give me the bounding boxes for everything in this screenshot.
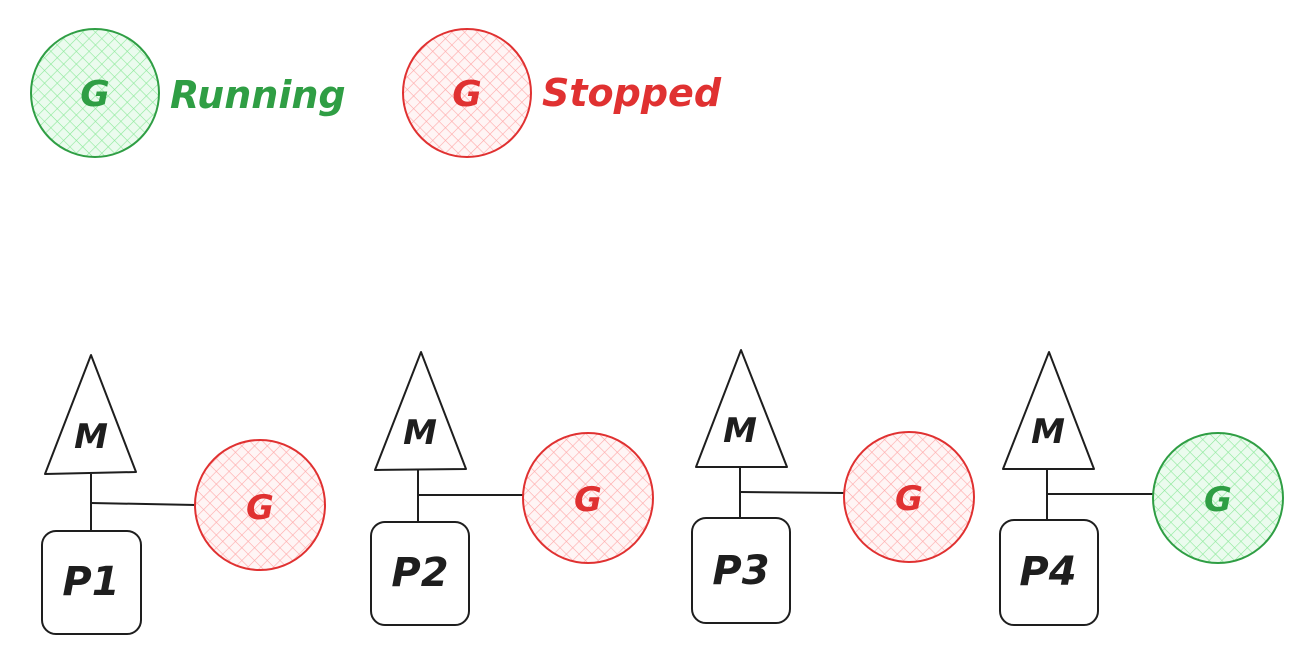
connector-line (739, 491, 847, 494)
goroutine-label: G (895, 479, 923, 519)
machine-triangle (1002, 351, 1095, 470)
running-legend-label: Running (170, 73, 346, 117)
legend-stopped: G Stopped (402, 28, 722, 158)
goroutine-circle-stopped (194, 439, 326, 571)
goroutine-label: G (246, 488, 274, 528)
scheduler-unit-4: M P4 G (999, 351, 1284, 626)
processor-box (999, 519, 1099, 626)
machine-triangle (695, 349, 788, 468)
processor-label: P2 (391, 550, 448, 596)
machine-triangle (374, 351, 467, 471)
machine-label: M (74, 417, 108, 457)
goroutine-circle-stopped (522, 432, 654, 564)
legend-running: G Running (30, 28, 346, 158)
goroutine-label: G (574, 480, 602, 520)
running-goroutine-symbol: G (80, 74, 110, 115)
processor-box (370, 521, 470, 626)
processor-label: P4 (1019, 549, 1076, 595)
connector-line (90, 502, 197, 506)
processor-box (691, 517, 791, 624)
machine-label: M (723, 411, 757, 451)
scheduler-unit-1: M P1 G (41, 354, 326, 635)
goroutine-circle-stopped (843, 431, 975, 563)
goroutine-circle-running (1152, 432, 1284, 564)
scheduler-unit-2: M P2 G (370, 351, 654, 626)
scheduler-unit-3: M P3 G (691, 349, 975, 624)
machine-label: M (403, 413, 437, 453)
processor-label: P1 (62, 559, 119, 605)
stopped-goroutine-circle (402, 28, 532, 158)
machine-triangle (44, 354, 137, 475)
processor-label: P3 (712, 548, 769, 594)
stopped-legend-label: Stopped (542, 71, 722, 115)
goroutine-label: G (1204, 480, 1232, 520)
processor-box (41, 530, 142, 635)
running-goroutine-circle (30, 28, 160, 158)
machine-label: M (1031, 412, 1065, 452)
stopped-goroutine-symbol: G (452, 74, 482, 115)
